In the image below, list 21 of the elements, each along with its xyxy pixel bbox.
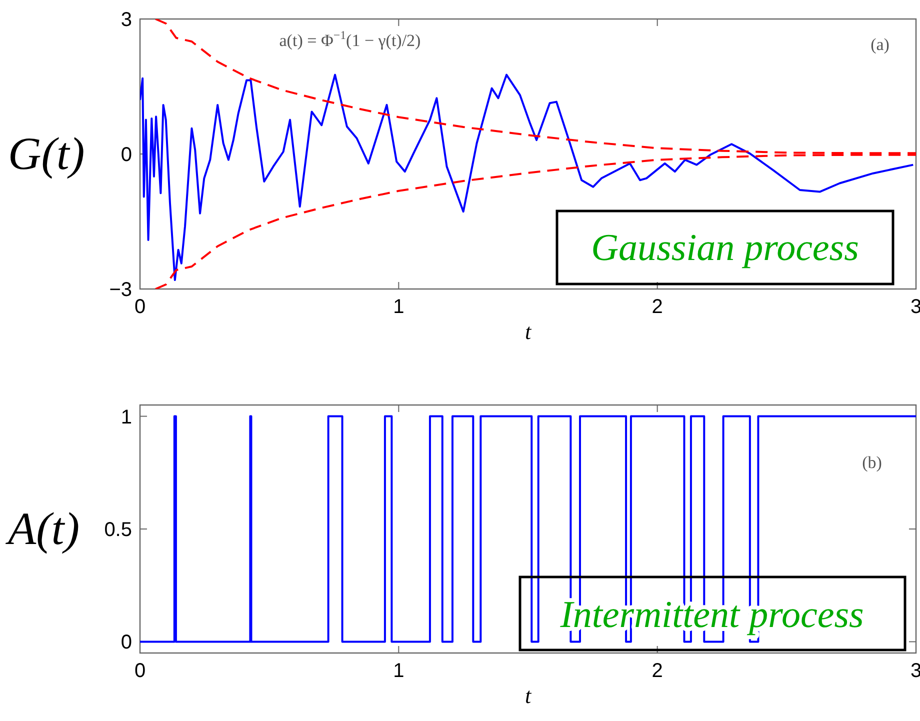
x-tick-label: 0 — [134, 660, 146, 682]
x-tick-label: 0 — [134, 296, 146, 318]
x-tick-label: 2 — [652, 660, 663, 682]
x-tick-label: 2 — [652, 296, 663, 318]
y-tick-label: 0.5 — [104, 519, 132, 541]
x-axis-title: t — [524, 319, 532, 344]
y-tick-label: 3 — [120, 9, 132, 31]
y-tick-label: 1 — [120, 406, 132, 428]
x-tick-label: 1 — [393, 296, 404, 318]
annotation: (b) — [862, 453, 882, 472]
y-axis-title: G(t) — [8, 128, 85, 179]
annotation: a(t) = Φ$^{−1}$(1 − γ(t)/2) — [279, 28, 421, 50]
x-tick-label: 1 — [393, 660, 404, 682]
line-series — [140, 74, 914, 281]
y-tick-label: 0 — [120, 632, 132, 654]
annotation: Gaussian process — [591, 227, 859, 269]
y-tick-label: −3 — [109, 279, 132, 301]
y-axis-title: A(t) — [5, 503, 80, 554]
annotation: (a) — [870, 35, 890, 54]
y-tick-label: 0 — [120, 144, 132, 166]
x-axis-title: t — [524, 683, 532, 708]
